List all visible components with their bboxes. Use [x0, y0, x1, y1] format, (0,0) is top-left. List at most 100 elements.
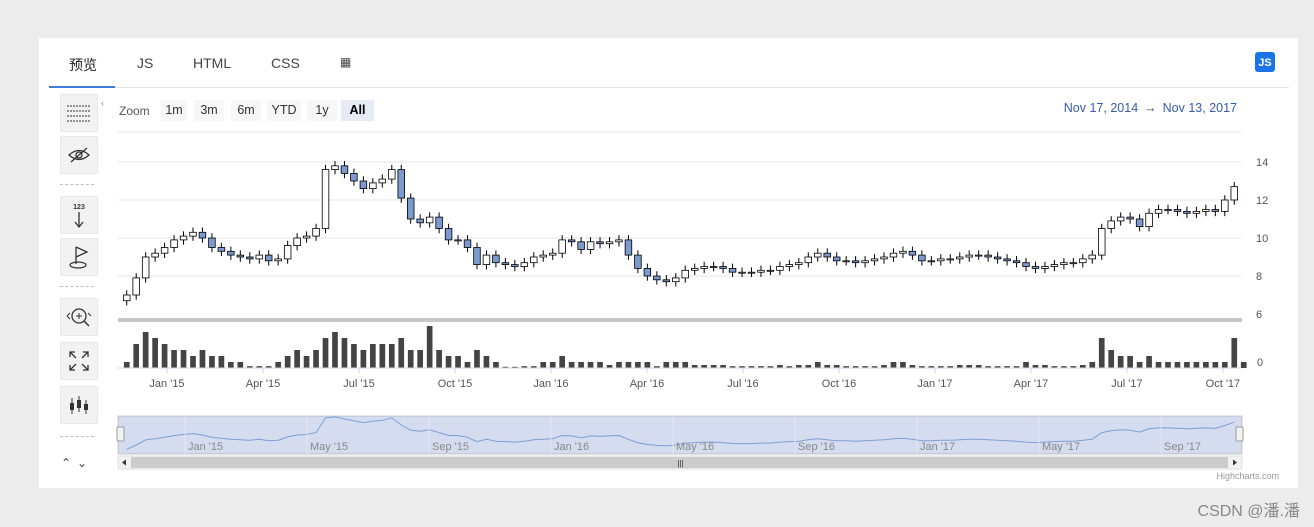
- flag-tool-button[interactable]: [60, 238, 98, 276]
- volume-bar: [937, 366, 944, 368]
- candle-body: [1211, 209, 1220, 212]
- volume-bar: [900, 362, 906, 368]
- x-tick-label: Jan '17: [917, 378, 952, 390]
- tab-css[interactable]: CSS: [271, 55, 300, 71]
- volume-bar: [1023, 362, 1029, 368]
- range-to[interactable]: Nov 13, 2017: [1162, 101, 1237, 115]
- zoom-all-button[interactable]: All: [341, 100, 374, 121]
- candle-body: [766, 269, 775, 272]
- volume-bar: [568, 362, 575, 368]
- candle-body: [227, 250, 235, 256]
- volume-bar: [360, 350, 367, 368]
- zoom-ytd-button[interactable]: YTD: [267, 100, 301, 121]
- stock-tools-toolbar: ‹ 123 ⌃⌄: [49, 90, 104, 480]
- flag-icon: [69, 246, 89, 269]
- volume-bar: [436, 350, 442, 368]
- volume-bar: [909, 365, 916, 368]
- candle-body: [482, 254, 491, 266]
- volume-bar: [322, 338, 329, 368]
- eye-off-icon: [68, 147, 90, 163]
- volume-bar: [663, 362, 670, 368]
- volume-bar: [180, 350, 187, 368]
- zoom-label: Zoom: [119, 104, 150, 118]
- candle-body: [804, 256, 813, 264]
- candle-body: [861, 260, 869, 264]
- label-123-icon: 123: [73, 204, 85, 229]
- tab-qrcode[interactable]: ▦: [340, 55, 352, 69]
- zoom-1m-button[interactable]: 1m: [161, 100, 187, 121]
- volume-bar: [1061, 366, 1067, 368]
- candle-body: [851, 260, 860, 264]
- volume-bar: [1212, 362, 1219, 368]
- volume-bar: [379, 344, 386, 368]
- toolbar-scroll-arrows[interactable]: ⌃⌄: [61, 456, 94, 470]
- volume-bar: [426, 326, 433, 368]
- volume-bar: [445, 356, 452, 368]
- candle-body: [1098, 228, 1106, 256]
- candle-body: [1060, 262, 1068, 265]
- volume-bar: [1079, 365, 1086, 368]
- lines-tool-button[interactable]: [60, 94, 98, 132]
- volume-bar: [919, 366, 925, 368]
- volume-bar: [824, 365, 831, 368]
- volume-bar: [852, 366, 859, 368]
- candle-body: [586, 241, 595, 250]
- navigator-handle: [116, 426, 125, 442]
- candle-body: [1116, 216, 1125, 222]
- candle-body: [425, 216, 434, 224]
- volume-bar: [370, 344, 376, 368]
- volume-bar: [237, 362, 244, 368]
- navigator-tick-label: Jan '17: [920, 441, 955, 453]
- tab-preview[interactable]: 预览: [69, 57, 97, 73]
- stock-chart[interactable]: 6 8 10 12 14 0 Jan '15 Apr '15 Jul '15 Oct '15 Jan…: [39, 38, 1298, 488]
- volume-bar: [256, 366, 263, 368]
- candle-body: [141, 256, 150, 279]
- zoom-1y-button[interactable]: 1y: [307, 100, 337, 121]
- toolbar-separator: [60, 436, 94, 437]
- volume-bar: [303, 356, 310, 368]
- scroll-right-icon: [1233, 459, 1237, 466]
- candle-body: [160, 247, 169, 254]
- navigator-tick-label: Jan '16: [554, 441, 589, 453]
- volume-bar: [502, 366, 509, 368]
- lines-icon: [67, 105, 91, 122]
- volume-tick-label: 0: [1257, 357, 1263, 369]
- zoom-tool-button[interactable]: [60, 298, 98, 336]
- candle-body: [388, 169, 396, 180]
- zoom-6m-button[interactable]: 6m: [231, 100, 261, 121]
- range-from[interactable]: Nov 17, 2014: [1063, 101, 1139, 115]
- toggle-annotations-button[interactable]: [60, 136, 98, 174]
- candle-body: [974, 254, 983, 257]
- highcharts-credits[interactable]: Highcharts.com: [1216, 471, 1279, 481]
- candle-body: [937, 258, 945, 262]
- volume-bar: [975, 365, 982, 368]
- candle-body: [870, 258, 879, 262]
- collapse-arrow-icon[interactable]: ‹: [101, 98, 104, 108]
- volume-bar: [209, 356, 215, 368]
- volume-bar: [701, 365, 708, 368]
- zoom-3m-button[interactable]: 3m: [194, 100, 224, 121]
- series-type-button[interactable]: [60, 386, 98, 424]
- js-badge[interactable]: JS: [1255, 52, 1275, 72]
- candle-body: [369, 182, 377, 189]
- candle-body: [548, 252, 557, 256]
- volume-bar: [672, 362, 679, 368]
- navigator-tick-label: Sep '16: [798, 441, 835, 453]
- candle-body: [728, 267, 737, 273]
- volume-bar: [795, 365, 802, 368]
- tab-html[interactable]: HTML: [193, 55, 232, 71]
- x-tick-label: Jan '15: [149, 378, 184, 390]
- candle-body: [1003, 258, 1011, 262]
- volume-bar: [512, 366, 518, 368]
- candle-body: [984, 254, 992, 258]
- tab-js[interactable]: JS: [137, 55, 154, 71]
- candle-body: [123, 294, 131, 302]
- candle-body: [681, 269, 689, 279]
- label-tool-button[interactable]: 123: [60, 196, 98, 234]
- candle-body: [293, 237, 301, 246]
- candle-body: [643, 267, 652, 277]
- candlestick-icon: [70, 396, 88, 414]
- candle-body: [435, 216, 443, 229]
- fullscreen-button[interactable]: [60, 342, 98, 380]
- candle-body: [814, 252, 822, 258]
